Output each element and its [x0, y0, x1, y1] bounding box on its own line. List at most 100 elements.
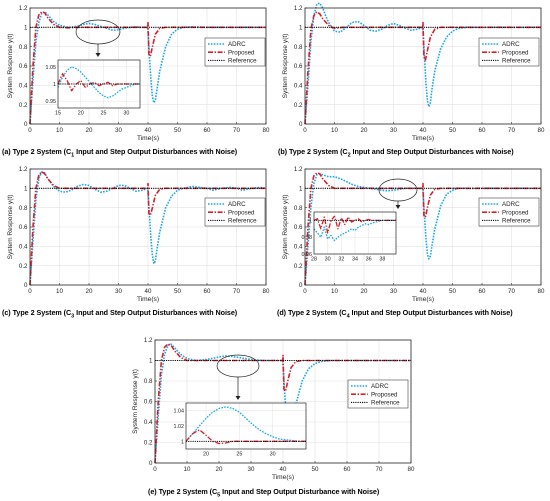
chart-panel-a: 0 10 20 30 40 50 60 70 80 0 0.2 0.4 0.6 0.8 1 1.2 Time(s…: [7, 5, 270, 142]
caption-e-sub: 5: [217, 492, 221, 499]
x-tick-label: 10: [56, 127, 63, 134]
x-tick-label: 30: [390, 288, 397, 295]
caption-d-pre: (d) Type 2 System (C: [277, 308, 347, 317]
x-tick-label: 60: [204, 288, 211, 295]
y-axis-label: System Response y(t): [7, 195, 14, 260]
inset-series-line-proposed: [313, 215, 396, 234]
inset-y-tick-label: 1: [181, 439, 184, 445]
inset-x-tick-label: 30: [325, 257, 331, 263]
caption-d-post: Input and Step Output Disturbances with …: [349, 308, 513, 317]
caption-a: (a) Type 2 System (C1 Input and Step Out…: [2, 147, 237, 158]
inset-frame: [313, 211, 397, 255]
x-tick-label: 20: [361, 288, 368, 295]
y-tick-label: 0.4: [294, 83, 303, 90]
x-tick-label: 50: [449, 127, 456, 134]
x-tick-label: 20: [216, 466, 223, 473]
x-tick-label: 70: [233, 127, 240, 134]
x-axis-label: Time(s): [137, 296, 159, 303]
caption-d: (d) Type 2 System (C4 Input and Step Out…: [277, 308, 513, 319]
y-tick-label: 1.2: [144, 337, 153, 344]
legend-entry-reference: Reference: [228, 58, 257, 65]
x-tick-label: 20: [86, 288, 93, 295]
legend-entry-adrc: ADRC: [502, 201, 520, 208]
plot-frame: [154, 339, 412, 464]
x-tick-label: 10: [56, 288, 63, 295]
x-tick-label: 40: [420, 127, 427, 134]
x-tick-label: 50: [449, 288, 456, 295]
legend-entry-adrc: ADRC: [228, 201, 246, 208]
x-tick-label: 0: [28, 288, 32, 295]
series-line-adrc: [304, 2, 541, 125]
inset-x-tick-label: 20: [78, 111, 84, 117]
inset-x-tick-label: 28: [311, 257, 317, 263]
caption-e-pre: (e) Type 2 System (C: [148, 487, 218, 496]
x-tick-label: 50: [174, 288, 181, 295]
caption-c-pre: (c) Type 2 System (C: [2, 308, 72, 317]
y-tick-label: 0.4: [19, 244, 28, 251]
x-tick-label: 10: [331, 127, 338, 134]
x-tick-label: 0: [303, 288, 307, 295]
y-tick-label: 0.2: [294, 102, 303, 109]
x-tick-label: 0: [28, 127, 32, 134]
y-tick-label: 0.2: [19, 263, 28, 270]
caption-a-sub: 1: [71, 152, 75, 159]
chart-panel-e: 0 10 20 30 40 50 60 70 80 0 0.2 0.4 0.6 0.8 1 1.2 Time(s…: [132, 337, 415, 481]
legend-entry-reference: Reference: [228, 218, 257, 225]
y-tick-label: 0: [24, 282, 28, 289]
legend-entry-reference: Reference: [371, 400, 400, 407]
x-tick-label: 30: [390, 127, 397, 134]
caption-c-sub: 3: [71, 313, 75, 320]
y-tick-label: 1: [24, 25, 28, 32]
y-tick-label: 1: [299, 186, 303, 193]
inset: 28 30 32 34 36 38 0.96 0.98 1: [302, 211, 397, 263]
x-tick-label: 80: [538, 127, 545, 134]
x-tick-label: 30: [248, 466, 255, 473]
y-axis-label: System Response y(t): [282, 195, 289, 260]
y-tick-label: 0.6: [294, 63, 303, 70]
x-tick-label: 0: [303, 127, 307, 134]
y-tick-label: 0: [149, 460, 153, 467]
inset-y-tick-label: 1: [309, 218, 312, 224]
caption-a-post: Input and Step Output Disturbances with …: [74, 147, 238, 156]
y-tick-label: 1.2: [294, 5, 303, 12]
y-tick-label: 0.6: [294, 224, 303, 231]
x-tick-label: 70: [508, 288, 515, 295]
y-tick-label: 0.6: [19, 224, 28, 231]
inset-frame: [185, 402, 307, 450]
legend-entry-adrc: ADRC: [502, 41, 520, 48]
legend-entry-proposed: Proposed: [502, 209, 529, 216]
caption-b: (b) Type 2 System (C2 Input and Step Out…: [278, 147, 514, 158]
x-tick-label: 0: [153, 466, 157, 473]
legend-entry-adrc: ADRC: [228, 41, 246, 48]
caption-b-sub: 2: [347, 152, 351, 159]
inset-x-tick-label: 38: [379, 257, 385, 263]
x-tick-label: 60: [344, 466, 351, 473]
plot-frame: [304, 168, 542, 286]
y-tick-label: 0.8: [19, 44, 28, 51]
y-axis-label: System Response y(t): [282, 34, 289, 99]
x-axis-label: Time(s): [412, 296, 434, 303]
x-tick-label: 30: [115, 288, 122, 295]
x-tick-label: 60: [479, 127, 486, 134]
y-tick-label: 0.8: [294, 44, 303, 51]
y-tick-label: 0: [24, 121, 28, 128]
plot-frame: [304, 7, 542, 125]
chart-panel-b: 0 10 20 30 40 50 60 70 80 0 0.2 0.4 0.6 0.8 1 1.2 Time(s…: [282, 2, 545, 142]
y-tick-label: 0.2: [144, 440, 153, 447]
y-tick-label: 1.2: [294, 166, 303, 173]
inset-x-tick-label: 30: [270, 452, 276, 458]
y-tick-label: 0.4: [19, 83, 28, 90]
x-tick-label: 20: [86, 127, 93, 134]
zoom-arrow-head: [95, 53, 101, 57]
legend-entry-proposed: Proposed: [228, 209, 255, 216]
x-tick-label: 80: [263, 288, 270, 295]
x-tick-label: 40: [420, 288, 427, 295]
legend-entry-proposed: Proposed: [371, 391, 398, 398]
x-tick-label: 80: [538, 288, 545, 295]
x-axis-label: Time(s): [412, 135, 434, 142]
y-tick-label: 0.4: [294, 244, 303, 251]
inset-y-tick-label: 1: [53, 82, 56, 88]
inset-x-tick-label: 25: [236, 452, 242, 458]
